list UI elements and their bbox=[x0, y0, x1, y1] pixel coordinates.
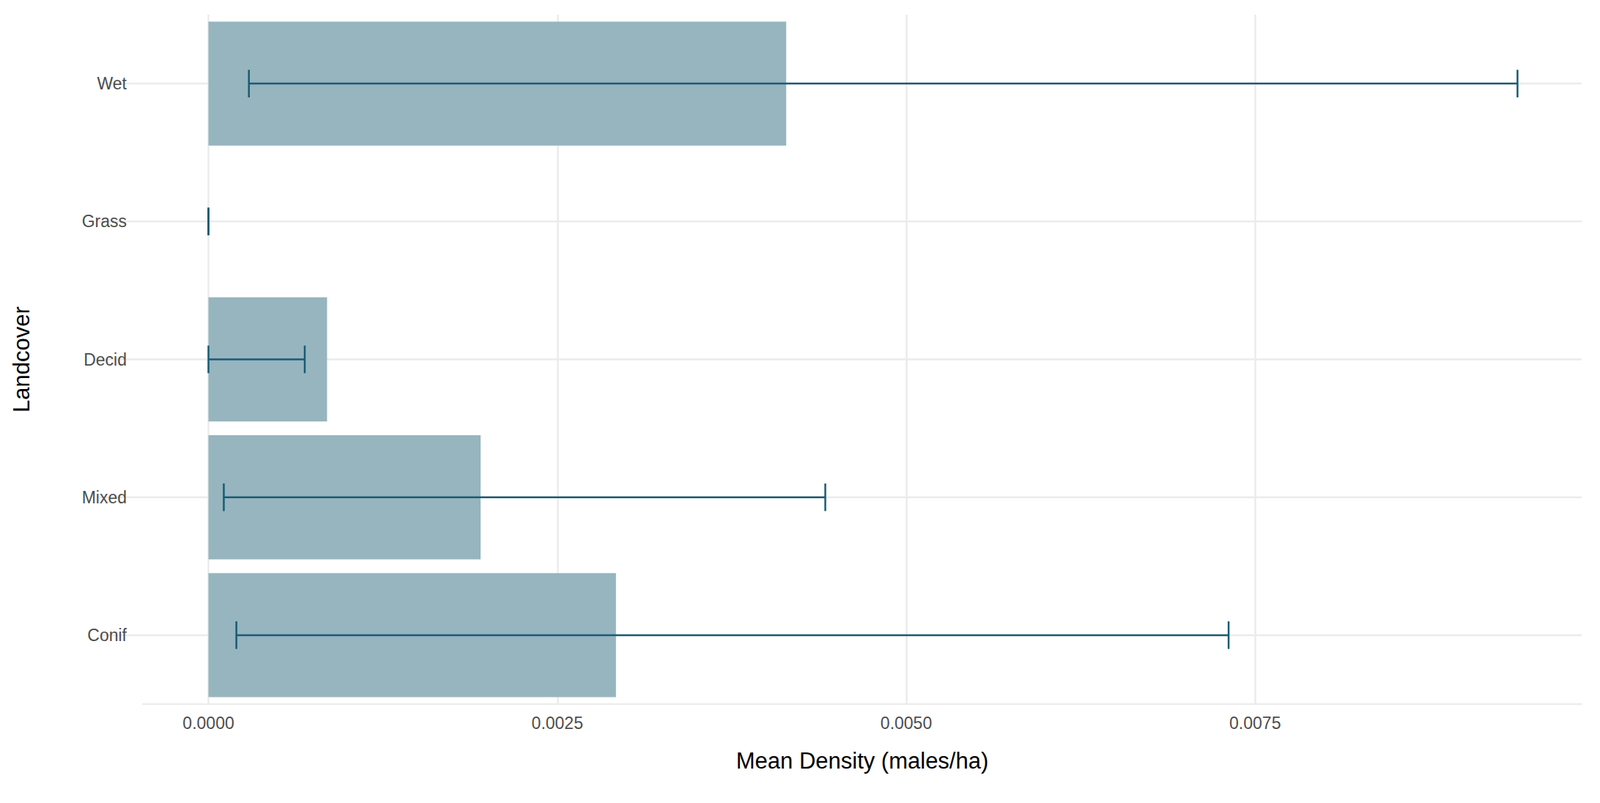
svg-text:0.0025: 0.0025 bbox=[531, 713, 584, 733]
svg-text:Mixed: Mixed bbox=[82, 487, 127, 507]
svg-text:Decid: Decid bbox=[83, 350, 127, 370]
svg-text:Mean Density (males/ha): Mean Density (males/ha) bbox=[736, 747, 990, 774]
svg-text:0.0050: 0.0050 bbox=[880, 713, 932, 733]
svg-text:Conif: Conif bbox=[87, 625, 127, 645]
svg-text:Grass: Grass bbox=[82, 211, 127, 231]
svg-text:Wet: Wet bbox=[97, 73, 128, 94]
svg-text:0.0075: 0.0075 bbox=[1229, 713, 1281, 733]
svg-text:Landcover: Landcover bbox=[8, 306, 35, 413]
svg-text:0.0000: 0.0000 bbox=[182, 713, 234, 733]
